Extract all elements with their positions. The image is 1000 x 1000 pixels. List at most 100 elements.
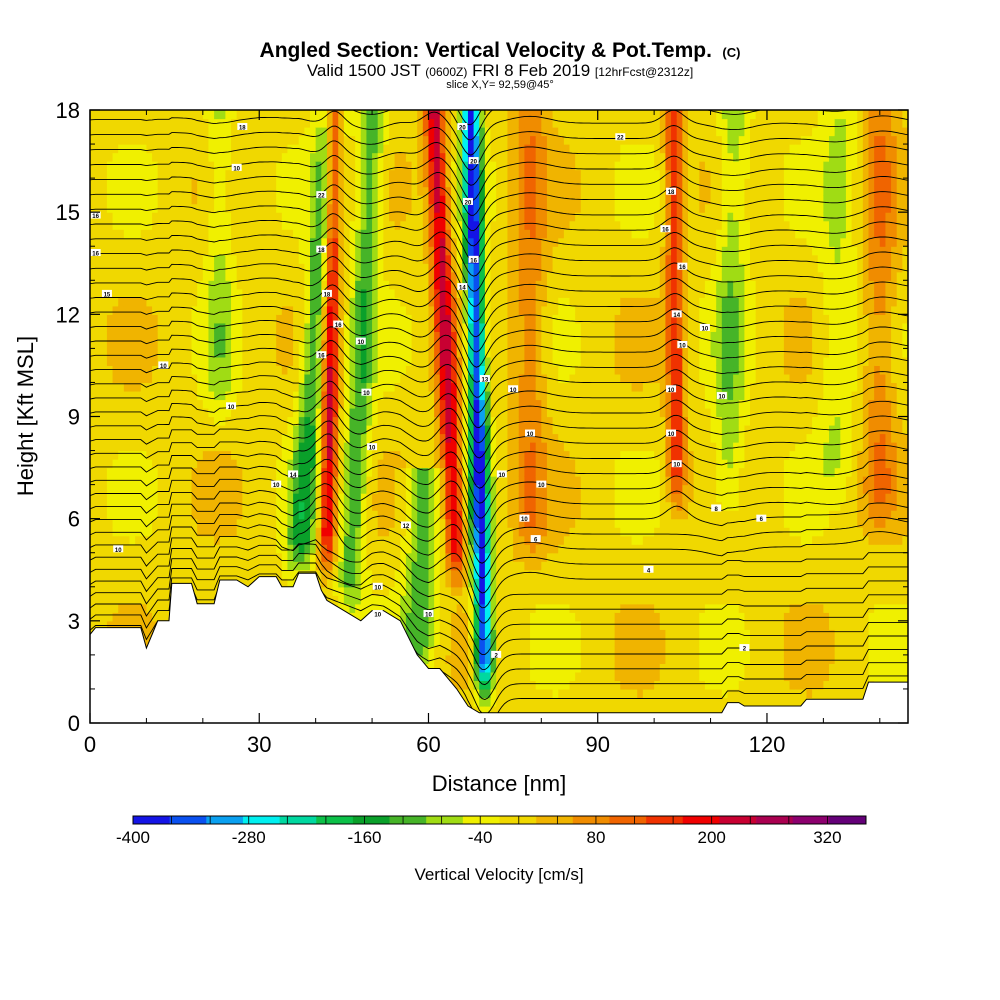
velocity-cell [405,169,413,179]
velocity-cell [383,152,390,162]
velocity-cell [360,603,368,613]
velocity-cell [163,416,170,426]
velocity-cell [140,459,148,469]
velocity-cell [123,135,131,145]
velocity-cell [439,280,447,290]
velocity-cell [208,450,215,460]
velocity-cell [315,229,322,239]
velocity-cell [467,212,475,222]
velocity-cell [366,467,373,477]
velocity-cell [388,586,396,596]
velocity-cell [95,195,102,205]
velocity-cell [208,127,215,137]
velocity-cell [467,169,475,179]
velocity-cell [400,425,407,435]
velocity-cell [253,229,260,239]
velocity-cell [411,382,418,392]
velocity-cell [264,271,272,281]
velocity-cell [146,297,153,307]
velocity-cell [236,476,243,486]
velocity-cell [168,442,176,452]
velocity-cell [360,416,368,426]
velocity-cell [417,578,424,588]
velocity-cell [428,339,435,349]
velocity-cell [180,118,187,128]
velocity-cell [123,459,131,469]
velocity-cell [360,297,368,307]
velocity-cell [157,297,164,307]
velocity-cell [253,407,260,418]
velocity-cell [90,544,97,554]
velocity-cell [264,348,272,358]
velocity-cell [360,450,368,460]
velocity-cell [400,305,407,315]
velocity-cell [118,416,125,426]
velocity-cell [259,518,266,528]
velocity-cell [281,203,289,213]
velocity-cell [405,569,413,579]
velocity-cell [372,510,379,520]
velocity-cell [338,544,345,554]
velocity-cell [225,135,232,145]
velocity-cell [405,399,413,409]
velocity-cell [90,552,97,562]
velocity-cell [90,110,97,120]
velocity-cell [445,152,452,162]
velocity-cell [106,263,114,273]
velocity-cell [355,399,362,409]
velocity-cell [422,484,430,494]
velocity-cell [467,637,475,647]
velocity-cell [445,314,452,324]
velocity-cell [101,237,108,247]
velocity-cell [214,561,221,571]
velocity-cell [467,373,475,384]
velocity-cell [434,425,441,435]
velocity-cell [326,510,334,520]
velocity-cell [106,237,114,247]
velocity-cell [405,373,413,384]
velocity-cell [405,544,413,554]
velocity-cell [434,373,441,384]
velocity-cell [439,467,447,477]
velocity-cell [180,390,187,401]
velocity-cell [394,161,401,171]
velocity-cell [259,442,266,452]
velocity-cell [231,203,238,213]
velocity-cell [163,407,170,418]
velocity-cell [456,212,463,222]
velocity-cell [270,135,277,145]
velocity-cell [411,263,418,273]
velocity-cell [253,161,260,171]
velocity-cell [467,654,475,664]
velocity-cell [383,339,390,349]
velocity-cell [321,314,328,324]
velocity-cell [101,595,108,605]
velocity-cell [123,339,131,349]
velocity-cell [231,569,238,579]
velocity-cell [264,425,272,435]
velocity-cell [281,144,289,154]
velocity-cell [264,467,272,477]
velocity-cell [202,297,210,307]
velocity-cell [214,373,221,384]
velocity-cell [366,314,373,324]
velocity-cell [377,493,384,503]
velocity-cell [219,152,226,162]
velocity-cell [101,305,108,315]
velocity-cell [123,399,131,409]
velocity-cell [231,237,238,247]
velocity-cell [462,220,469,230]
velocity-cell [152,135,159,145]
velocity-cell [434,288,441,298]
velocity-cell [270,493,277,503]
velocity-cell [101,569,108,579]
velocity-cell [90,373,97,384]
velocity-cell [259,552,266,562]
velocity-cell [112,152,119,162]
velocity-cell [445,663,452,673]
velocity-cell [214,271,221,281]
velocity-cell [360,595,368,605]
velocity-cell [197,467,204,477]
velocity-cell [253,195,260,205]
velocity-cell [281,425,289,435]
